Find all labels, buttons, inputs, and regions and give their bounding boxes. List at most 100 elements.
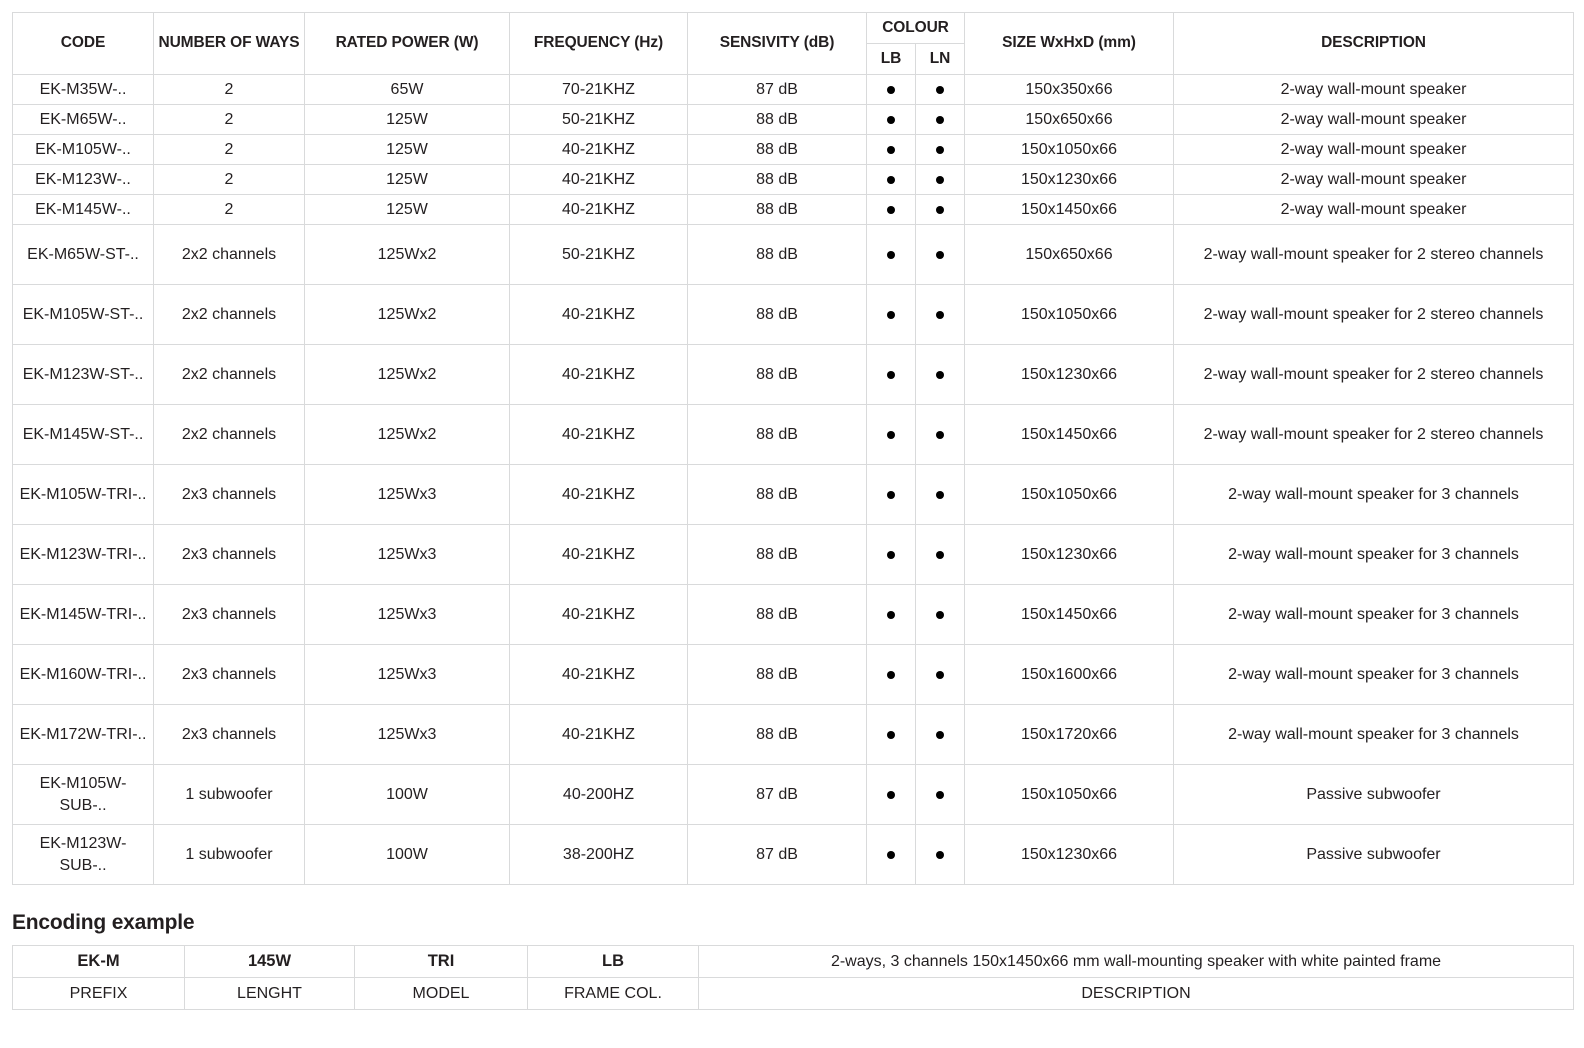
cell-size: 150x1230x66	[964, 824, 1174, 885]
cell-colour-lb	[866, 704, 916, 765]
cell-size: 150x350x66	[964, 74, 1174, 105]
cell-colour-ln	[915, 284, 965, 345]
table-row: EK-M123W-.. 2 125W 40-21KHZ 88 dB 150x1230x66…	[12, 164, 1574, 195]
cell-colour-ln	[915, 344, 965, 405]
header-colour-ln: LN	[915, 43, 965, 75]
cell-colour-ln	[915, 704, 965, 765]
colour-dot-icon	[936, 205, 944, 214]
cell-code: EK-M65W-..	[12, 104, 154, 135]
cell-frequency: 40-21KHZ	[509, 524, 688, 585]
table-row: EK-M145W-.. 2 125W 40-21KHZ 88 dB 150x1450x66…	[12, 194, 1574, 225]
header-row-secondary: LB LN	[13, 43, 1574, 75]
encoding-length-value: 145W	[184, 945, 355, 978]
header-sensitivity: SENSIVITY (dB)	[687, 12, 867, 75]
header-frequency: FREQUENCY (Hz)	[509, 12, 688, 75]
cell-sensitivity: 88 dB	[687, 104, 867, 135]
cell-colour-lb	[866, 584, 916, 645]
table-row: EK-M105W-SUB-.. 1 subwoofer 100W 40-200HZ 87…	[12, 764, 1574, 825]
encoding-prefix-value: EK-M	[12, 945, 185, 978]
cell-code: EK-M105W-ST-..	[12, 284, 154, 345]
cell-description: 2-way wall-mount speaker for 3 channels	[1173, 584, 1574, 645]
encoding-labels-row: PREFIX LENGHT MODEL FRAME COL. DESCRIPTI…	[12, 977, 1574, 1010]
encoding-prefix-label: PREFIX	[12, 977, 185, 1010]
cell-description: 2-way wall-mount speaker for 3 channels	[1173, 524, 1574, 585]
cell-colour-lb	[866, 404, 916, 465]
cell-description: 2-way wall-mount speaker for 3 channels	[1173, 704, 1574, 765]
colour-dot-icon	[887, 85, 895, 94]
cell-description: 2-way wall-mount speaker for 3 channels	[1173, 464, 1574, 525]
colour-dot-icon	[887, 490, 895, 499]
cell-rated-power: 125Wx3	[304, 524, 510, 585]
cell-number-of-ways: 2x2 channels	[153, 224, 305, 285]
cell-description: 2-way wall-mount speaker	[1173, 74, 1574, 105]
cell-rated-power: 100W	[304, 824, 510, 885]
encoding-example-table: EK-M 145W TRI LB 2-ways, 3 channels 150x…	[12, 945, 1574, 1010]
cell-code: EK-M105W-..	[12, 134, 154, 165]
cell-size: 150x1600x66	[964, 644, 1174, 705]
cell-colour-ln	[915, 74, 965, 105]
cell-code: EK-M123W-..	[12, 164, 154, 195]
cell-sensitivity: 88 dB	[687, 284, 867, 345]
header-description: DESCRIPTION	[1173, 12, 1574, 75]
cell-code: EK-M123W-TRI-..	[12, 524, 154, 585]
cell-size: 150x1050x66	[964, 464, 1174, 525]
cell-code: EK-M123W-SUB-..	[12, 824, 154, 885]
cell-rated-power: 65W	[304, 74, 510, 105]
cell-rated-power: 125W	[304, 104, 510, 135]
cell-colour-lb	[866, 164, 916, 195]
colour-dot-icon	[936, 610, 944, 619]
colour-dot-icon	[936, 550, 944, 559]
cell-number-of-ways: 2	[153, 194, 305, 225]
cell-size: 150x1050x66	[964, 764, 1174, 825]
cell-colour-lb	[866, 824, 916, 885]
encoding-length-label: LENGHT	[184, 977, 355, 1010]
page-container: CODE NUMBER OF WAYS RATED POWER (W) FREQ…	[12, 12, 1574, 1010]
cell-frequency: 40-21KHZ	[509, 344, 688, 405]
cell-number-of-ways: 2	[153, 134, 305, 165]
encoding-frame-colour-label: FRAME COL.	[527, 977, 699, 1010]
cell-description: 2-way wall-mount speaker for 2 stereo ch…	[1173, 224, 1574, 285]
speaker-specification-table: CODE NUMBER OF WAYS RATED POWER (W) FREQ…	[12, 12, 1574, 885]
cell-rated-power: 100W	[304, 764, 510, 825]
encoding-model-value: TRI	[354, 945, 528, 978]
table-row: EK-M145W-ST-.. 2x2 channels 125Wx2 40-21KHZ…	[12, 404, 1574, 465]
colour-dot-icon	[887, 250, 895, 259]
cell-rated-power: 125Wx2	[304, 344, 510, 405]
header-size: SIZE WxHxD (mm)	[964, 12, 1174, 75]
cell-size: 150x650x66	[964, 104, 1174, 135]
table-row: EK-M35W-.. 2 65W 70-21KHZ 87 dB 150x350x66 2-w…	[12, 74, 1574, 105]
colour-dot-icon	[887, 175, 895, 184]
cell-sensitivity: 88 dB	[687, 164, 867, 195]
table-row: EK-M172W-TRI-.. 2x3 channels 125Wx3 40-21KH…	[12, 704, 1574, 765]
cell-description: Passive subwoofer	[1173, 824, 1574, 885]
cell-number-of-ways: 2x3 channels	[153, 644, 305, 705]
table-row: EK-M160W-TRI-.. 2x3 channels 125Wx3 40-21KH…	[12, 644, 1574, 705]
cell-code: EK-M160W-TRI-..	[12, 644, 154, 705]
cell-colour-ln	[915, 164, 965, 195]
cell-colour-lb	[866, 224, 916, 285]
cell-colour-ln	[915, 464, 965, 525]
cell-frequency: 50-21KHZ	[509, 104, 688, 135]
colour-dot-icon	[936, 115, 944, 124]
cell-colour-ln	[915, 584, 965, 645]
cell-sensitivity: 88 dB	[687, 704, 867, 765]
colour-dot-icon	[936, 490, 944, 499]
cell-description: 2-way wall-mount speaker for 2 stereo ch…	[1173, 344, 1574, 405]
cell-sensitivity: 88 dB	[687, 404, 867, 465]
colour-dot-icon	[887, 790, 895, 799]
cell-size: 150x1050x66	[964, 284, 1174, 345]
cell-sensitivity: 87 dB	[687, 824, 867, 885]
cell-code: EK-M145W-TRI-..	[12, 584, 154, 645]
cell-colour-ln	[915, 104, 965, 135]
colour-dot-icon	[936, 250, 944, 259]
encoding-frame-colour-value: LB	[527, 945, 699, 978]
cell-frequency: 40-21KHZ	[509, 164, 688, 195]
cell-frequency: 38-200HZ	[509, 824, 688, 885]
cell-number-of-ways: 2x2 channels	[153, 344, 305, 405]
cell-code: EK-M123W-ST-..	[12, 344, 154, 405]
cell-colour-ln	[915, 194, 965, 225]
cell-description: 2-way wall-mount speaker	[1173, 134, 1574, 165]
cell-frequency: 40-21KHZ	[509, 464, 688, 525]
cell-colour-lb	[866, 764, 916, 825]
cell-size: 150x1050x66	[964, 134, 1174, 165]
